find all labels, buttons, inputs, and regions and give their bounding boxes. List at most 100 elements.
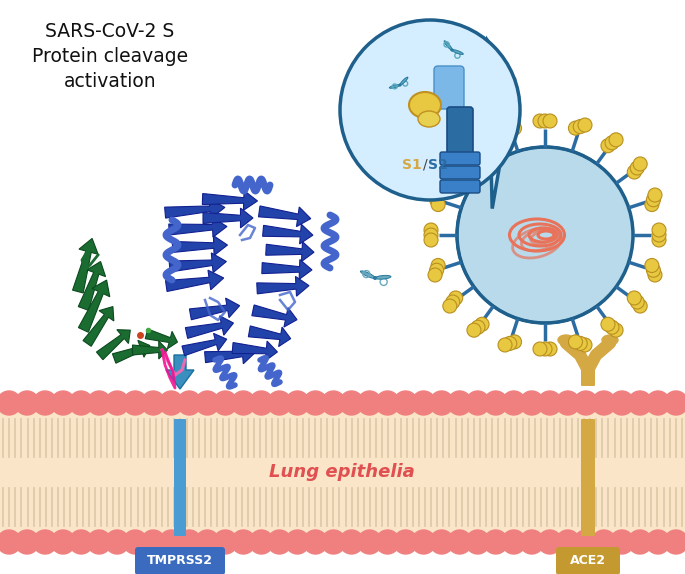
Ellipse shape — [418, 111, 440, 127]
Circle shape — [424, 228, 438, 242]
Circle shape — [424, 223, 438, 237]
Polygon shape — [203, 208, 253, 228]
Polygon shape — [190, 298, 240, 320]
Circle shape — [578, 118, 592, 132]
Polygon shape — [166, 355, 194, 389]
Circle shape — [457, 147, 633, 323]
Circle shape — [574, 391, 598, 415]
Circle shape — [375, 391, 399, 415]
Circle shape — [429, 391, 453, 415]
Circle shape — [232, 530, 256, 554]
Circle shape — [443, 299, 457, 313]
Circle shape — [610, 391, 634, 415]
Circle shape — [664, 391, 685, 415]
Circle shape — [467, 323, 481, 337]
Ellipse shape — [400, 77, 408, 85]
Circle shape — [556, 391, 580, 415]
Polygon shape — [262, 259, 312, 280]
Circle shape — [249, 391, 273, 415]
Text: SARS-CoV-2 S
Protein cleavage
activation: SARS-CoV-2 S Protein cleavage activation — [32, 22, 188, 91]
Circle shape — [630, 161, 644, 175]
Polygon shape — [78, 262, 105, 311]
Circle shape — [451, 49, 453, 51]
Circle shape — [508, 335, 521, 349]
Circle shape — [533, 342, 547, 356]
Ellipse shape — [558, 335, 574, 345]
Circle shape — [605, 320, 619, 334]
Polygon shape — [186, 316, 234, 338]
Circle shape — [627, 291, 641, 305]
Circle shape — [627, 165, 641, 179]
Circle shape — [569, 335, 582, 349]
Circle shape — [533, 114, 547, 128]
Text: TMPRSS2: TMPRSS2 — [147, 554, 213, 568]
Circle shape — [0, 530, 21, 554]
Circle shape — [358, 391, 382, 415]
Circle shape — [520, 391, 544, 415]
Polygon shape — [97, 329, 130, 360]
Circle shape — [429, 530, 453, 554]
Circle shape — [195, 530, 219, 554]
Circle shape — [394, 530, 418, 554]
Circle shape — [609, 323, 623, 337]
Polygon shape — [78, 280, 110, 332]
Circle shape — [633, 299, 647, 313]
Circle shape — [633, 157, 647, 171]
Circle shape — [105, 391, 129, 415]
Circle shape — [498, 118, 512, 132]
Polygon shape — [182, 333, 227, 356]
Polygon shape — [173, 235, 227, 255]
Circle shape — [399, 84, 401, 86]
Circle shape — [303, 530, 327, 554]
Circle shape — [340, 20, 520, 200]
Polygon shape — [73, 238, 98, 293]
Circle shape — [574, 530, 598, 554]
Circle shape — [573, 336, 587, 350]
Circle shape — [267, 391, 291, 415]
Circle shape — [592, 530, 616, 554]
Circle shape — [446, 295, 460, 309]
Circle shape — [484, 530, 508, 554]
Circle shape — [374, 277, 376, 280]
Circle shape — [429, 193, 444, 207]
Circle shape — [592, 391, 616, 415]
Circle shape — [195, 391, 219, 415]
Text: S1: S1 — [402, 158, 422, 172]
Circle shape — [412, 391, 436, 415]
Circle shape — [520, 530, 544, 554]
Circle shape — [443, 157, 457, 171]
Circle shape — [475, 139, 489, 153]
Ellipse shape — [360, 271, 375, 278]
FancyBboxPatch shape — [581, 359, 595, 386]
Circle shape — [543, 342, 557, 356]
Circle shape — [431, 197, 445, 212]
Circle shape — [87, 391, 111, 415]
Polygon shape — [232, 341, 277, 361]
Polygon shape — [262, 224, 313, 244]
Circle shape — [471, 136, 485, 150]
Ellipse shape — [409, 92, 441, 118]
Circle shape — [213, 391, 237, 415]
Circle shape — [159, 530, 184, 554]
Text: ACE2: ACE2 — [570, 554, 606, 568]
Circle shape — [0, 391, 21, 415]
FancyBboxPatch shape — [581, 419, 595, 536]
Circle shape — [578, 338, 592, 352]
Polygon shape — [257, 277, 309, 296]
Circle shape — [448, 530, 472, 554]
FancyBboxPatch shape — [135, 547, 225, 574]
Circle shape — [286, 530, 310, 554]
Circle shape — [647, 193, 660, 207]
Circle shape — [610, 530, 634, 554]
Circle shape — [556, 530, 580, 554]
Circle shape — [503, 119, 516, 134]
Circle shape — [15, 391, 39, 415]
Circle shape — [15, 530, 39, 554]
Circle shape — [538, 530, 562, 554]
Circle shape — [428, 188, 442, 202]
Circle shape — [538, 114, 552, 128]
Circle shape — [428, 268, 442, 282]
Circle shape — [51, 530, 75, 554]
Polygon shape — [202, 191, 258, 211]
Circle shape — [303, 391, 327, 415]
